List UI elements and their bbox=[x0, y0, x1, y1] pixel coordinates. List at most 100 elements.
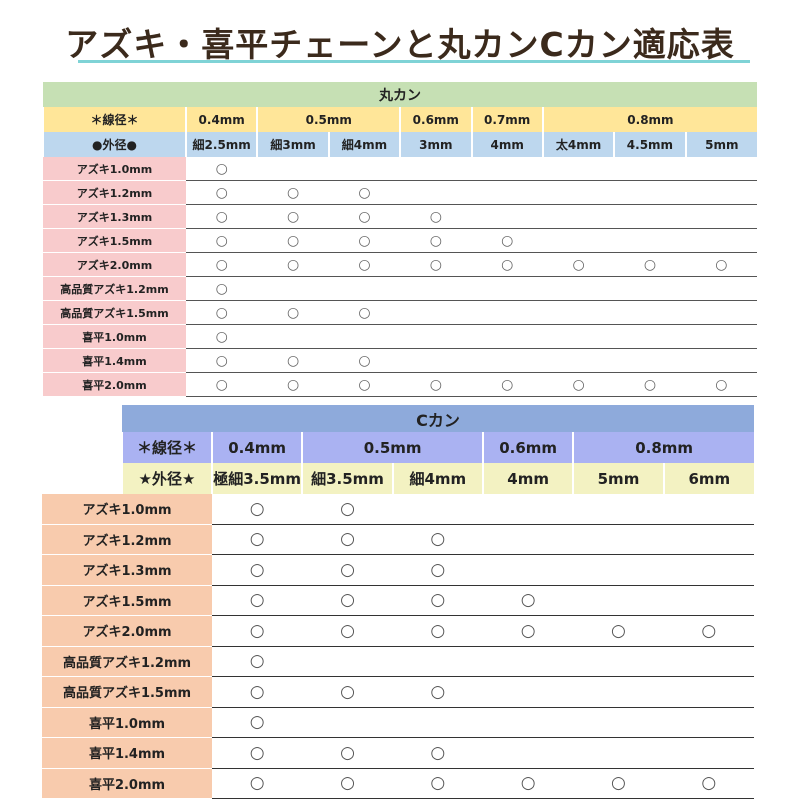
fit-mark: ○ bbox=[212, 737, 303, 769]
empty-cell bbox=[573, 676, 664, 708]
outer-diameter-header: 4.5mm bbox=[613, 132, 686, 157]
fit-mark: ○ bbox=[302, 494, 393, 525]
table-row: 喜平1.4mm ○ ○ ○ bbox=[42, 737, 754, 769]
empty-cell bbox=[542, 324, 615, 349]
chain-label: アズキ1.3mm bbox=[42, 554, 212, 586]
empty-cell bbox=[482, 524, 574, 555]
empty-cell bbox=[482, 646, 574, 677]
empty-cell bbox=[685, 348, 757, 373]
table-row: アズキ1.5mm ○ ○ ○ ○ ○ bbox=[43, 228, 757, 253]
chain-label: 高品質アズキ1.2mm bbox=[42, 646, 212, 677]
wire-diameter-row: ＊線径＊ 0.4mm 0.5mm 0.6mm 0.7mm 0.8mm bbox=[42, 107, 757, 132]
wire-diameter-header: 0.4mm bbox=[184, 107, 258, 132]
chain-label: アズキ2.0mm bbox=[43, 252, 186, 277]
empty-cell bbox=[685, 157, 757, 181]
blank-cell bbox=[42, 405, 122, 432]
empty-cell bbox=[302, 707, 393, 738]
empty-cell bbox=[542, 180, 615, 205]
outer-diameter-label: ★外径★ bbox=[121, 463, 212, 494]
fit-mark: ○ bbox=[302, 524, 393, 555]
fit-mark: ○ bbox=[400, 372, 472, 397]
fit-mark: ○ bbox=[392, 524, 483, 555]
empty-cell bbox=[663, 707, 754, 738]
table-row: 高品質アズキ1.2mm ○ bbox=[42, 646, 754, 677]
wire-diameter-row: ＊線径＊ 0.4mm 0.5mm 0.6mm 0.8mm bbox=[42, 432, 754, 463]
outer-diameter-header: 4mm bbox=[470, 132, 543, 157]
fit-mark: ○ bbox=[685, 372, 757, 397]
fit-mark: ○ bbox=[482, 615, 574, 647]
outer-diameter-header: 5mm bbox=[684, 132, 757, 157]
empty-cell bbox=[471, 300, 543, 325]
empty-cell bbox=[663, 494, 754, 525]
empty-cell bbox=[573, 554, 664, 586]
fit-mark: ○ bbox=[302, 676, 393, 708]
empty-cell bbox=[663, 676, 754, 708]
fit-mark: ○ bbox=[186, 276, 258, 301]
empty-cell bbox=[392, 707, 483, 738]
fit-mark: ○ bbox=[573, 768, 664, 799]
fit-mark: ○ bbox=[328, 372, 401, 397]
chain-label: 高品質アズキ1.2mm bbox=[43, 276, 186, 301]
chain-label: 喜平1.4mm bbox=[43, 348, 186, 373]
fit-mark: ○ bbox=[302, 615, 393, 647]
outer-diameter-header: 細2.5mm bbox=[184, 132, 258, 157]
wire-diameter-label: ＊線径＊ bbox=[121, 432, 212, 463]
fit-mark: ○ bbox=[257, 228, 329, 253]
empty-cell bbox=[614, 204, 686, 229]
empty-cell bbox=[400, 348, 472, 373]
empty-cell bbox=[257, 276, 329, 301]
table-row: アズキ1.3mm ○ ○ ○ bbox=[42, 554, 754, 586]
outer-diameter-header: 4mm bbox=[481, 463, 574, 494]
empty-cell bbox=[482, 707, 574, 738]
table-row: 喜平1.0mm ○ bbox=[42, 707, 754, 738]
outer-diameter-row: ●外径● 細2.5mm 細3mm 細4mm 3mm 4mm 太4mm 4.5mm 5mm bbox=[42, 132, 757, 157]
empty-cell bbox=[614, 300, 686, 325]
empty-cell bbox=[614, 348, 686, 373]
fit-mark: ○ bbox=[400, 228, 472, 253]
blank-cell bbox=[42, 432, 122, 463]
empty-cell bbox=[663, 585, 754, 616]
empty-cell bbox=[614, 228, 686, 253]
empty-cell bbox=[542, 204, 615, 229]
chain-label: 喜平1.4mm bbox=[42, 737, 212, 769]
fit-mark: ○ bbox=[471, 372, 543, 397]
empty-cell bbox=[471, 180, 543, 205]
fit-mark: ○ bbox=[212, 494, 303, 525]
table-row: 喜平1.0mm ○ bbox=[43, 324, 757, 349]
fit-mark: ○ bbox=[328, 204, 401, 229]
empty-cell bbox=[663, 737, 754, 769]
fit-mark: ○ bbox=[257, 180, 329, 205]
chain-label: 喜平1.0mm bbox=[43, 324, 186, 349]
empty-cell bbox=[328, 324, 401, 349]
empty-cell bbox=[542, 276, 615, 301]
chain-label: アズキ1.2mm bbox=[43, 180, 186, 205]
fit-mark: ○ bbox=[186, 300, 258, 325]
empty-cell bbox=[328, 276, 401, 301]
fit-mark: ○ bbox=[186, 372, 258, 397]
fit-mark: ○ bbox=[392, 554, 483, 586]
fit-mark: ○ bbox=[186, 252, 258, 277]
fit-mark: ○ bbox=[663, 768, 754, 799]
fit-mark: ○ bbox=[328, 180, 401, 205]
fit-mark: ○ bbox=[471, 252, 543, 277]
empty-cell bbox=[614, 157, 686, 181]
empty-cell bbox=[471, 276, 543, 301]
empty-cell bbox=[482, 554, 574, 586]
empty-cell bbox=[663, 554, 754, 586]
fit-mark: ○ bbox=[257, 372, 329, 397]
fit-mark: ○ bbox=[212, 646, 303, 677]
wire-diameter-header: 0.6mm bbox=[399, 107, 472, 132]
chain-label: アズキ1.3mm bbox=[43, 204, 186, 229]
fit-mark: ○ bbox=[212, 676, 303, 708]
empty-cell bbox=[471, 324, 543, 349]
empty-cell bbox=[257, 324, 329, 349]
empty-cell bbox=[471, 157, 543, 181]
table-row: 高品質アズキ1.5mm ○ ○ ○ bbox=[43, 300, 757, 325]
table-row: アズキ1.2mm ○ ○ ○ bbox=[42, 524, 754, 555]
empty-cell bbox=[573, 646, 664, 677]
empty-cell bbox=[471, 348, 543, 373]
empty-cell bbox=[400, 300, 472, 325]
fit-mark: ○ bbox=[328, 228, 401, 253]
fit-mark: ○ bbox=[663, 615, 754, 647]
empty-cell bbox=[482, 494, 574, 525]
